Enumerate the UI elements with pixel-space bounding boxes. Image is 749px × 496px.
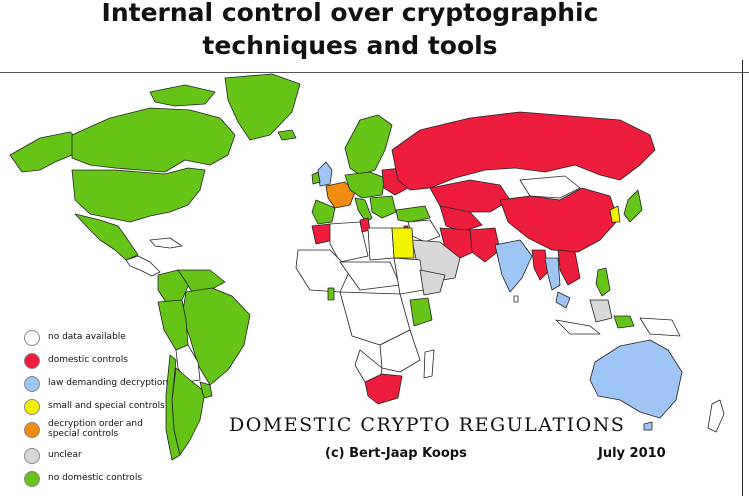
region-iberia bbox=[311, 199, 336, 225]
region-sri-lanka bbox=[513, 295, 519, 303]
region-central-america bbox=[125, 255, 161, 277]
region-ireland bbox=[311, 171, 321, 185]
region-madagascar bbox=[423, 349, 435, 379]
region-libya bbox=[367, 227, 395, 261]
map-credit: (c) Bert-Jaap Koops bbox=[325, 446, 467, 461]
legend-swatch-nocontrols bbox=[24, 471, 40, 487]
region-afghanistan-pakistan bbox=[469, 227, 501, 263]
legend-swatch-none bbox=[24, 330, 40, 346]
region-alaska bbox=[9, 131, 83, 173]
legend-label: no domestic controls bbox=[48, 473, 143, 483]
region-australia bbox=[589, 339, 683, 419]
region-mexico bbox=[74, 213, 139, 261]
legend-item-domestic: domestic controls bbox=[24, 353, 204, 371]
legend-swatch-domestic bbox=[24, 353, 40, 369]
map-date: July 2010 bbox=[598, 446, 666, 461]
legend-swatch-law bbox=[24, 376, 40, 392]
region-balkans bbox=[369, 195, 397, 219]
legend-label: small and special controls bbox=[48, 401, 165, 411]
legend-item-nocontrols: no domestic controls bbox=[24, 471, 204, 489]
region-thailand bbox=[544, 257, 561, 291]
region-china bbox=[499, 187, 619, 253]
region-central-asia bbox=[439, 205, 483, 233]
region-france bbox=[325, 181, 356, 209]
region-indonesia-east bbox=[613, 315, 635, 329]
region-new-guinea bbox=[639, 317, 681, 337]
legend-item-small: small and special controls bbox=[24, 399, 204, 417]
region-east-africa bbox=[379, 329, 421, 373]
region-iceland bbox=[277, 129, 297, 141]
legend-item-unclear: unclear bbox=[24, 448, 204, 466]
legend-item-none: no data available bbox=[24, 330, 204, 348]
region-indochina bbox=[557, 249, 581, 286]
legend-label: unclear bbox=[48, 450, 82, 460]
region-myanmar bbox=[531, 249, 549, 281]
region-canada bbox=[71, 107, 236, 173]
region-kenya bbox=[409, 297, 433, 327]
legend-swatch-unclear bbox=[24, 448, 40, 464]
region-south-africa bbox=[364, 373, 403, 405]
region-ghana bbox=[327, 287, 335, 301]
region-borneo bbox=[589, 299, 613, 323]
map-banner: DOMESTIC CRYPTO REGULATIONS bbox=[229, 414, 626, 436]
legend-label: law demanding decryption bbox=[48, 378, 169, 388]
region-caribbean bbox=[149, 237, 183, 249]
map-title-line1: Internal control over cryptographic bbox=[101, 0, 599, 27]
region-brazil bbox=[181, 287, 251, 386]
legend-label: no data available bbox=[48, 332, 126, 342]
region-uk bbox=[317, 161, 333, 187]
region-uruguay bbox=[199, 381, 213, 399]
region-sahel bbox=[339, 261, 401, 291]
map-title-line2: techniques and tools bbox=[202, 31, 498, 60]
region-russia bbox=[391, 111, 656, 191]
region-canada-arctic bbox=[149, 84, 216, 107]
legend-swatch-order bbox=[24, 422, 40, 438]
region-philippines bbox=[595, 267, 611, 297]
region-japan bbox=[623, 189, 643, 223]
region-horn bbox=[419, 269, 446, 296]
legend-item-law: law demanding decryption bbox=[24, 376, 204, 394]
region-scandinavia bbox=[344, 114, 393, 176]
region-tasmania bbox=[643, 421, 653, 431]
legend-label: domestic controls bbox=[48, 355, 128, 365]
region-mongolia bbox=[519, 175, 581, 199]
region-greenland bbox=[224, 73, 301, 141]
region-italy bbox=[354, 197, 373, 223]
world-map bbox=[9, 73, 725, 461]
region-new-zealand bbox=[707, 399, 725, 433]
legend-swatch-small bbox=[24, 399, 40, 415]
region-turkey bbox=[395, 205, 431, 223]
region-sudan bbox=[393, 257, 425, 295]
region-india bbox=[494, 239, 533, 293]
region-malaysia bbox=[555, 291, 571, 309]
region-korea bbox=[609, 205, 621, 223]
legend-item-order: decryption order and special controls bbox=[24, 419, 204, 440]
region-usa bbox=[71, 167, 206, 223]
region-indonesia-west bbox=[555, 319, 601, 335]
region-chile bbox=[165, 354, 181, 461]
region-algeria bbox=[329, 221, 369, 263]
region-central-europe bbox=[344, 171, 386, 199]
region-egypt bbox=[391, 227, 415, 259]
frame-edge bbox=[742, 60, 743, 496]
title-band: Internal control over cryptographic tech… bbox=[0, 0, 749, 73]
legend-label: decryption order and special controls bbox=[48, 419, 143, 439]
